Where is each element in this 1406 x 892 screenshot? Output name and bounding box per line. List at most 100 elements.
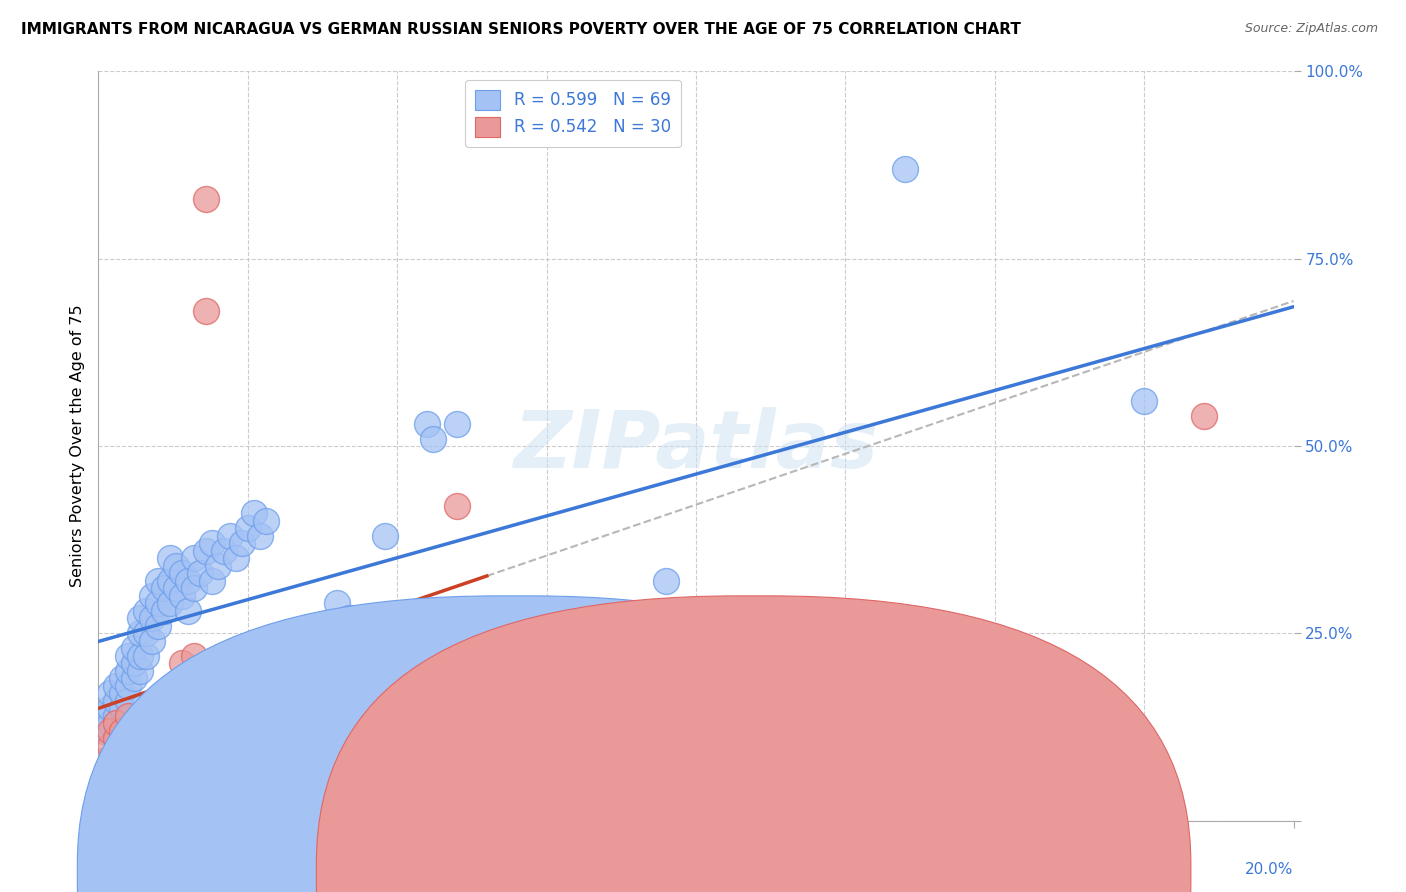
Point <box>124 739 146 753</box>
Point <box>105 746 128 760</box>
Point <box>129 708 152 723</box>
Point <box>446 417 468 431</box>
Point <box>446 499 468 513</box>
Point <box>183 582 205 596</box>
Point <box>129 648 152 663</box>
Point <box>124 671 146 685</box>
Point <box>177 574 200 588</box>
Legend: R = 0.599   N = 69, R = 0.542   N = 30: R = 0.599 N = 69, R = 0.542 N = 30 <box>465 79 681 147</box>
Text: IMMIGRANTS FROM NICARAGUA VS GERMAN RUSSIAN SENIORS POVERTY OVER THE AGE OF 75 C: IMMIGRANTS FROM NICARAGUA VS GERMAN RUSS… <box>21 22 1021 37</box>
Point <box>98 701 122 715</box>
Point <box>148 708 170 723</box>
Point <box>201 536 224 550</box>
Point <box>111 701 134 715</box>
Text: Immigrants from Nicaragua: Immigrants from Nicaragua <box>534 865 745 880</box>
Point <box>172 589 194 603</box>
Point <box>135 746 157 760</box>
Point <box>105 708 128 723</box>
Point <box>124 641 146 656</box>
Point <box>219 529 242 543</box>
Point <box>105 679 128 693</box>
Point <box>141 589 163 603</box>
Point <box>111 739 134 753</box>
Point <box>148 596 170 610</box>
Point <box>207 558 229 573</box>
Point <box>141 611 163 625</box>
Point <box>159 596 181 610</box>
Point <box>254 514 277 528</box>
Point <box>153 582 176 596</box>
Point <box>188 566 211 581</box>
Point <box>124 716 146 731</box>
Point <box>188 664 211 678</box>
Point <box>225 551 247 566</box>
Point <box>201 574 224 588</box>
Point <box>111 686 134 700</box>
Point <box>117 648 139 663</box>
Point <box>129 611 152 625</box>
Text: Source: ZipAtlas.com: Source: ZipAtlas.com <box>1244 22 1378 36</box>
Point <box>1133 394 1156 409</box>
Point <box>172 566 194 581</box>
Point <box>117 679 139 693</box>
Text: 0.0%: 0.0% <box>98 862 138 877</box>
Point <box>1192 409 1215 423</box>
Point <box>117 731 139 746</box>
Point <box>804 739 827 753</box>
Point <box>249 529 271 543</box>
Text: ZIPatlas: ZIPatlas <box>513 407 879 485</box>
Point <box>141 723 163 738</box>
Point <box>98 686 122 700</box>
Point <box>183 648 205 663</box>
Text: German Russians: German Russians <box>773 865 907 880</box>
Point <box>212 544 235 558</box>
Point <box>117 708 139 723</box>
Point <box>159 551 181 566</box>
Point <box>117 694 139 708</box>
Point <box>148 574 170 588</box>
Point <box>93 754 115 768</box>
Point <box>135 648 157 663</box>
Point <box>117 754 139 768</box>
Point <box>655 574 678 588</box>
Point <box>231 536 253 550</box>
Point <box>105 716 128 731</box>
Point <box>339 611 361 625</box>
Point <box>98 716 122 731</box>
Point <box>135 626 157 640</box>
Point <box>98 739 122 753</box>
Point <box>111 723 134 738</box>
Point <box>129 664 152 678</box>
Y-axis label: Seniors Poverty Over the Age of 75: Seniors Poverty Over the Age of 75 <box>70 305 86 587</box>
Point <box>135 604 157 618</box>
Point <box>111 671 134 685</box>
Point <box>236 521 259 535</box>
Point <box>356 648 378 663</box>
Point <box>93 723 115 738</box>
Point <box>172 657 194 671</box>
Point <box>105 731 128 746</box>
Point <box>236 648 259 663</box>
Point <box>177 604 200 618</box>
Point <box>165 582 187 596</box>
Point <box>98 723 122 738</box>
Point <box>894 161 917 176</box>
Point <box>177 671 200 685</box>
Point <box>93 769 115 783</box>
Point <box>165 558 187 573</box>
Point <box>153 604 176 618</box>
Point <box>148 619 170 633</box>
Point <box>183 551 205 566</box>
Point <box>159 574 181 588</box>
Point <box>195 192 218 206</box>
Point <box>105 694 128 708</box>
Point <box>98 761 122 775</box>
Point <box>124 657 146 671</box>
Point <box>129 731 152 746</box>
Point <box>243 507 266 521</box>
Point <box>374 529 396 543</box>
Point <box>416 417 439 431</box>
Text: 20.0%: 20.0% <box>1246 862 1294 877</box>
Point <box>475 716 498 731</box>
Point <box>195 304 218 318</box>
